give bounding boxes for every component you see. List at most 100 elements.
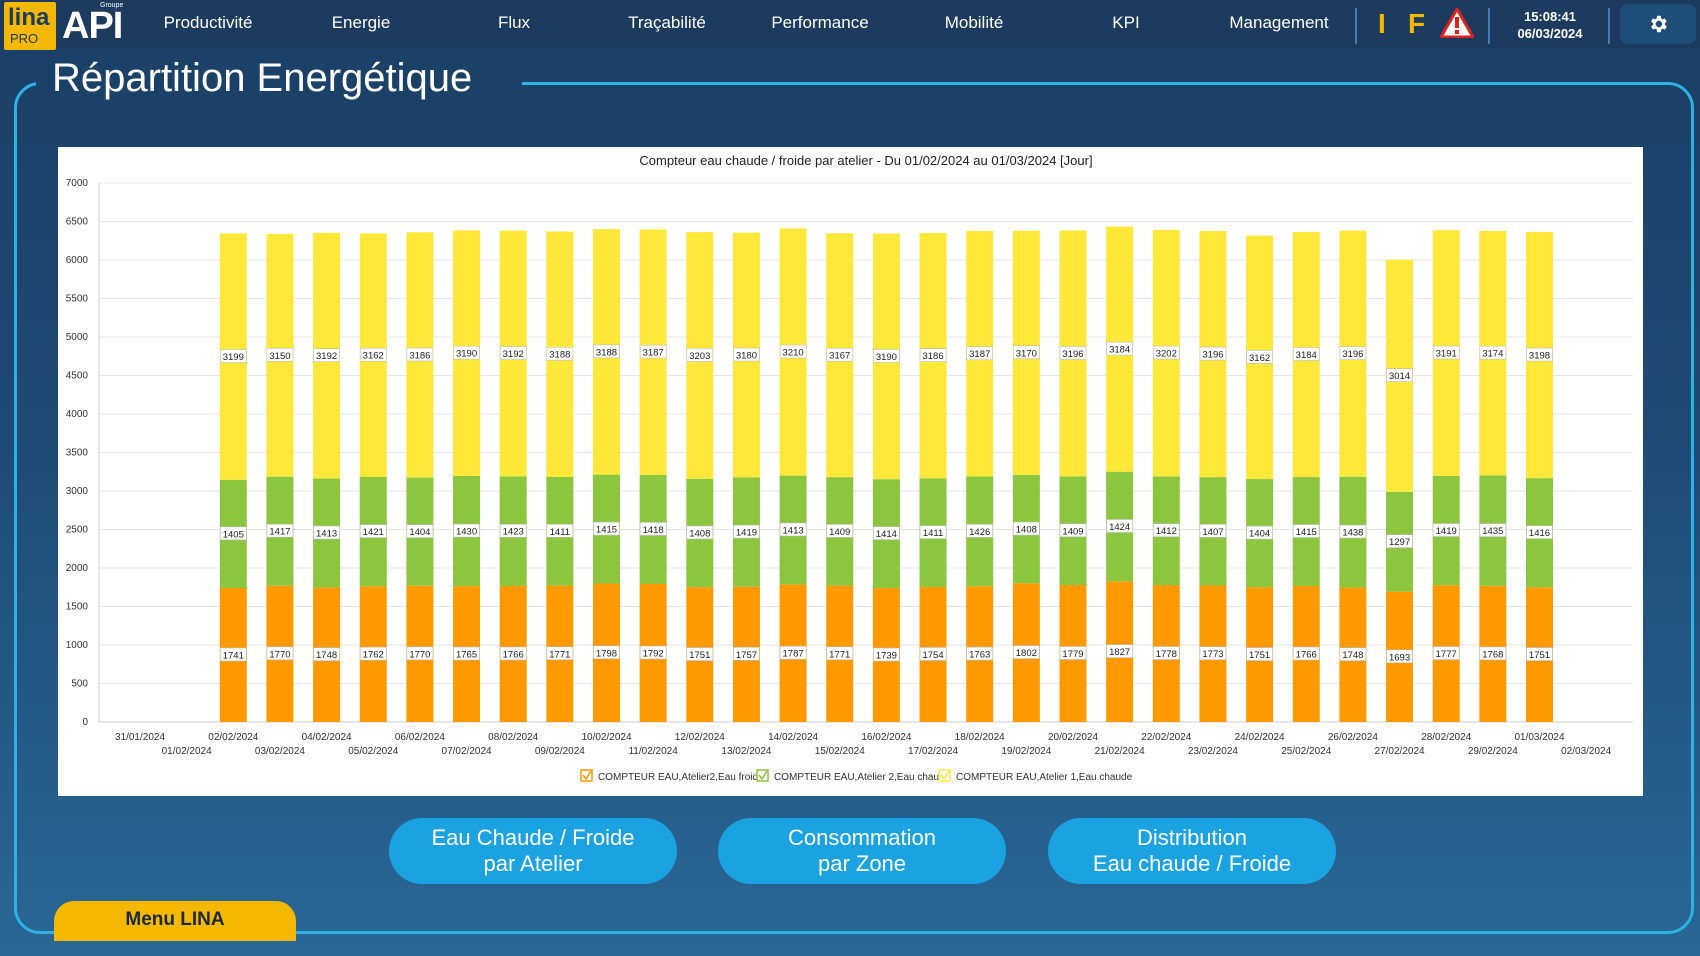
data-label: 1798 xyxy=(596,648,617,659)
data-label: 1411 xyxy=(550,527,570,538)
menu-lina-button[interactable]: Menu LINA xyxy=(54,901,296,941)
data-label-box xyxy=(453,523,480,538)
data-label-box xyxy=(686,348,714,362)
gear-icon xyxy=(1651,15,1667,33)
data-label: 1438 xyxy=(1342,528,1363,539)
data-label-box xyxy=(406,646,434,661)
content-frame xyxy=(14,82,1694,934)
warning-triangle-icon[interactable] xyxy=(1438,5,1476,39)
data-label-box xyxy=(873,647,900,662)
data-label-box xyxy=(546,646,574,661)
data-label: 1748 xyxy=(316,650,337,661)
data-label: 3196 xyxy=(1202,350,1223,361)
indicator-i[interactable]: I xyxy=(1378,8,1386,39)
data-label: 1766 xyxy=(1296,650,1317,661)
data-label: 1404 xyxy=(409,527,430,538)
data-label-box xyxy=(499,346,527,360)
data-label: 1754 xyxy=(922,650,943,661)
top-bar: lina PRO Groupe API Productivité Energie… xyxy=(0,0,1700,50)
distribution-button[interactable]: Distribution Eau chaude / Froide xyxy=(1048,818,1336,884)
data-label: 1770 xyxy=(409,649,430,660)
x-tick-label: 25/02/2024 xyxy=(1281,746,1331,757)
data-label-box xyxy=(1106,644,1133,658)
menu-item-management[interactable]: Management xyxy=(1229,13,1329,32)
y-tick-label: 0 xyxy=(82,717,88,728)
menu-item-flux[interactable]: Flux xyxy=(497,13,531,32)
button-line-1: Eau Chaude / Froide xyxy=(431,825,635,850)
data-label-box xyxy=(966,346,994,361)
menu-item-tracabilite[interactable]: Traçabilité xyxy=(628,13,706,32)
data-label: 1757 xyxy=(736,650,757,661)
data-label-box xyxy=(546,346,574,361)
data-label: 1748 xyxy=(1342,650,1363,661)
data-label-box xyxy=(1339,524,1367,539)
data-label-box xyxy=(359,646,387,661)
y-tick-label: 2500 xyxy=(66,525,89,536)
data-label: 1413 xyxy=(316,529,337,540)
legend-label: COMPTEUR EAU,Atelier 1,Eau chaude xyxy=(956,772,1133,783)
legend-check-icon xyxy=(940,770,950,781)
data-label-box xyxy=(1386,534,1413,549)
datetime-display: 15:08:41 06/03/2024 xyxy=(1500,8,1600,42)
data-label: 1779 xyxy=(1062,649,1083,660)
data-label: 1435 xyxy=(1482,526,1503,537)
data-label: 1777 xyxy=(1436,649,1457,660)
logo-api-text: API xyxy=(62,5,123,47)
main-menu: Productivité Energie Flux Traçabilité Pe… xyxy=(130,0,1340,48)
data-label-box xyxy=(639,522,667,536)
data-label-box xyxy=(1292,524,1320,538)
x-tick-label: 01/03/2024 xyxy=(1514,732,1564,743)
separator xyxy=(1355,8,1357,44)
data-label-box xyxy=(686,525,714,540)
data-label: 3188 xyxy=(549,350,570,361)
data-label-box xyxy=(1246,647,1273,661)
data-label-box xyxy=(593,344,620,359)
data-label: 3196 xyxy=(1062,349,1083,360)
data-label: 3190 xyxy=(876,352,897,363)
data-label: 3192 xyxy=(316,351,337,362)
data-label-box xyxy=(220,647,247,662)
current-time: 15:08:41 xyxy=(1523,9,1577,24)
data-label-box xyxy=(733,347,760,362)
legend-check-icon xyxy=(758,770,768,781)
data-label-box xyxy=(1432,345,1460,360)
data-label: 1762 xyxy=(363,650,384,661)
data-label-box xyxy=(1432,523,1460,537)
data-label-box xyxy=(733,524,760,539)
data-label: 1751 xyxy=(1529,650,1550,661)
data-label-box xyxy=(266,646,294,661)
data-label: 1423 xyxy=(503,527,524,538)
data-label-box xyxy=(1106,519,1133,533)
x-tick-label: 07/02/2024 xyxy=(442,746,492,757)
legend-check-icon xyxy=(582,770,592,781)
data-label-box xyxy=(1199,524,1227,538)
data-label-box xyxy=(1432,646,1460,660)
menu-item-mobilite[interactable]: Mobilité xyxy=(944,13,1004,32)
legend-label: COMPTEUR EAU,Atelier2,Eau froide xyxy=(598,772,764,783)
legend-checkbox xyxy=(938,769,951,782)
data-label: 1419 xyxy=(736,528,757,539)
button-line-2: par Atelier xyxy=(483,851,583,876)
eau-chaude-froide-button[interactable]: Eau Chaude / Froide par Atelier xyxy=(389,818,677,884)
stacked-bar-chart: Compteur eau chaude / froide par atelier… xyxy=(66,153,1633,783)
y-tick-label: 5500 xyxy=(66,294,89,305)
data-label-box xyxy=(1059,346,1087,360)
menu-item-energie[interactable]: Energie xyxy=(331,13,391,32)
data-label: 3167 xyxy=(829,351,850,362)
data-label: 3186 xyxy=(922,351,943,362)
indicator-f[interactable]: F xyxy=(1408,8,1426,39)
settings-button[interactable] xyxy=(1620,4,1696,44)
data-label-box xyxy=(266,523,294,538)
data-label-box xyxy=(919,525,947,539)
y-tick-label: 7000 xyxy=(66,178,89,189)
data-label: 3014 xyxy=(1389,371,1410,382)
menu-item-performance[interactable]: Performance xyxy=(771,13,869,32)
separator xyxy=(1488,8,1490,44)
legend-label: COMPTEUR EAU,Atelier 2,Eau chaude xyxy=(774,772,951,783)
menu-item-kpi[interactable]: KPI xyxy=(1112,13,1140,32)
data-label-box xyxy=(1059,646,1087,660)
data-label-box xyxy=(1013,521,1040,536)
x-tick-label: 17/02/2024 xyxy=(908,746,958,757)
consommation-par-zone-button[interactable]: Consommation par Zone xyxy=(718,818,1006,884)
menu-item-productivite[interactable]: Productivité xyxy=(163,13,253,32)
